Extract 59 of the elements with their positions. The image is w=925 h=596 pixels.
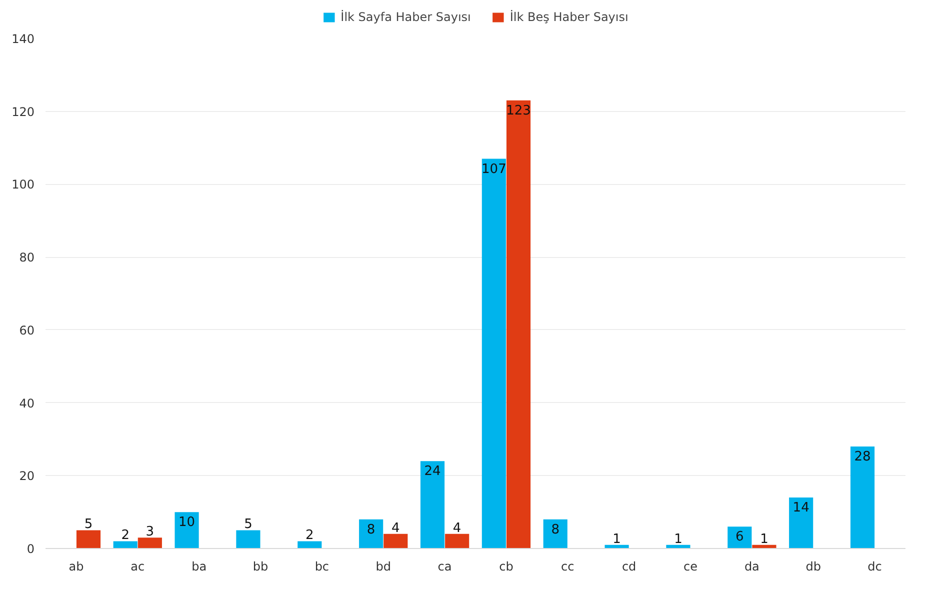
- bar: [728, 526, 752, 548]
- bar: [359, 519, 384, 548]
- x-tick-label: db: [806, 560, 821, 574]
- x-tick-label: cd: [622, 560, 636, 574]
- data-label: 2: [306, 528, 314, 544]
- bar: [76, 530, 101, 548]
- x-tick-label: dc: [868, 560, 882, 574]
- bar: [384, 534, 408, 548]
- bar: [850, 446, 875, 548]
- y-tick-label: 100: [12, 178, 34, 192]
- legend-label: İlk Sayfa Haber Sayısı: [340, 10, 471, 24]
- data-label: 1: [612, 532, 621, 547]
- bar: [174, 512, 199, 548]
- bar: [236, 530, 260, 548]
- y-tick-label: 40: [19, 396, 35, 410]
- legend-label: İlk Beş Haber Sayısı: [510, 10, 628, 24]
- x-tick-label: ac: [130, 560, 145, 574]
- bar: [543, 519, 568, 548]
- bar: [138, 538, 162, 548]
- data-label: 6: [736, 530, 744, 545]
- data-label: 1: [674, 532, 682, 547]
- data-label: 8: [366, 522, 376, 538]
- data-label: 5: [244, 517, 252, 532]
- bar: [789, 498, 814, 548]
- data-label: 4: [392, 520, 400, 536]
- bar: [445, 534, 470, 548]
- y-tick-label: 20: [19, 469, 35, 484]
- y-tick-label: 0: [26, 542, 35, 556]
- data-label: 1: [760, 532, 768, 547]
- y-tick-label: 60: [19, 323, 35, 338]
- y-tick-label: 140: [12, 32, 34, 46]
- x-tick-label: ca: [438, 560, 452, 574]
- y-tick-label: 120: [12, 104, 34, 119]
- data-label: 8: [551, 522, 560, 538]
- data-label: 28: [854, 450, 871, 465]
- bar: [506, 100, 531, 548]
- y-tick-label: 80: [19, 250, 35, 265]
- x-tick-label: ba: [192, 560, 207, 574]
- data-label: 5: [84, 517, 93, 532]
- bar: [420, 461, 445, 548]
- x-tick-label: ce: [684, 560, 698, 574]
- data-label: 107: [482, 162, 506, 177]
- x-tick-label: cb: [499, 560, 514, 574]
- x-tick-label: bb: [252, 560, 268, 574]
- x-tick-label: bc: [314, 560, 330, 574]
- bar: [482, 158, 506, 548]
- data-label: 24: [424, 464, 441, 480]
- data-label: 14: [792, 500, 810, 516]
- data-label: 3: [146, 524, 154, 540]
- data-label: 2: [121, 528, 130, 544]
- bar: [298, 541, 322, 548]
- data-label: 4: [452, 520, 462, 536]
- bar: [113, 541, 138, 548]
- x-tick-label: da: [744, 560, 760, 574]
- x-tick-label: ab: [68, 560, 84, 574]
- data-label: 123: [506, 104, 531, 119]
- data-label: 10: [178, 515, 196, 530]
- x-tick-label: bd: [376, 560, 391, 574]
- x-tick-label: cc: [561, 560, 574, 574]
